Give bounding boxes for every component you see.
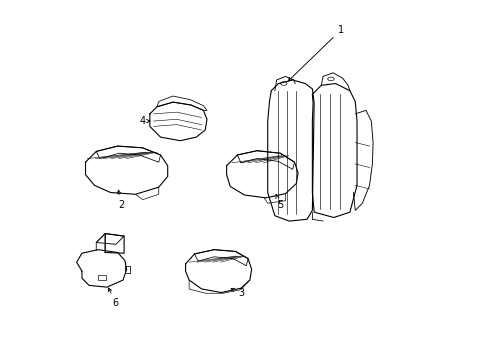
Bar (98, 275, 106, 280)
Text: 2: 2 (117, 190, 124, 210)
Text: 3: 3 (231, 288, 244, 297)
Text: 5: 5 (275, 194, 283, 210)
Text: 1: 1 (288, 25, 344, 81)
Text: 4: 4 (140, 116, 150, 126)
Text: 6: 6 (108, 288, 119, 308)
